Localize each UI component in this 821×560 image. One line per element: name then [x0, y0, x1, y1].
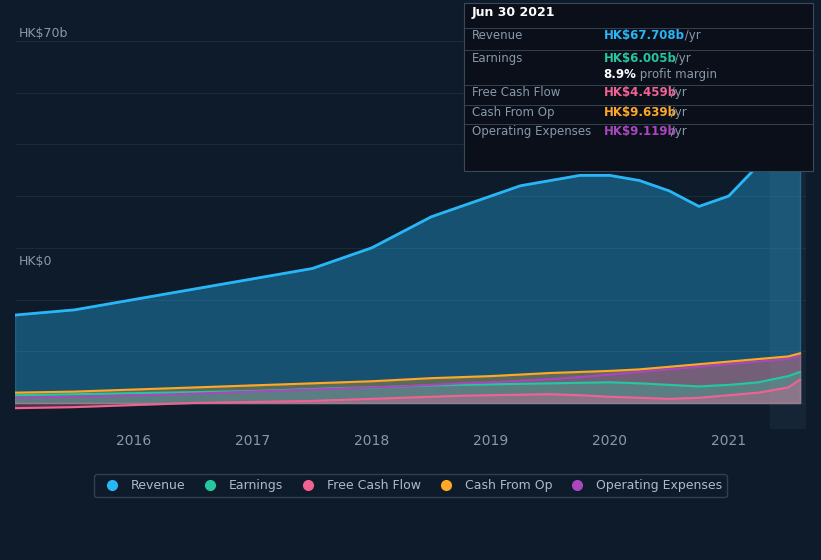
- Text: Revenue: Revenue: [472, 29, 524, 42]
- Text: /yr: /yr: [671, 52, 690, 64]
- Bar: [770, 15, 806, 429]
- Text: HK$70b: HK$70b: [19, 27, 68, 40]
- Text: /yr: /yr: [667, 106, 686, 119]
- Text: HK$9.639b: HK$9.639b: [603, 106, 677, 119]
- Text: profit margin: profit margin: [636, 68, 718, 81]
- Text: HK$6.005b: HK$6.005b: [603, 52, 677, 64]
- Text: Operating Expenses: Operating Expenses: [472, 125, 591, 138]
- Text: HK$67.708b: HK$67.708b: [603, 29, 685, 42]
- Text: Earnings: Earnings: [472, 52, 524, 64]
- Text: HK$9.119b: HK$9.119b: [603, 125, 677, 138]
- Text: Free Cash Flow: Free Cash Flow: [472, 86, 561, 99]
- Text: /yr: /yr: [667, 125, 686, 138]
- Legend: Revenue, Earnings, Free Cash Flow, Cash From Op, Operating Expenses: Revenue, Earnings, Free Cash Flow, Cash …: [94, 474, 727, 497]
- Text: Jun 30 2021: Jun 30 2021: [472, 6, 556, 18]
- Text: HK$4.459b: HK$4.459b: [603, 86, 677, 99]
- Text: Cash From Op: Cash From Op: [472, 106, 554, 119]
- Text: 8.9%: 8.9%: [603, 68, 636, 81]
- Text: /yr: /yr: [667, 86, 686, 99]
- Text: /yr: /yr: [681, 29, 701, 42]
- Text: HK$0: HK$0: [19, 255, 53, 268]
